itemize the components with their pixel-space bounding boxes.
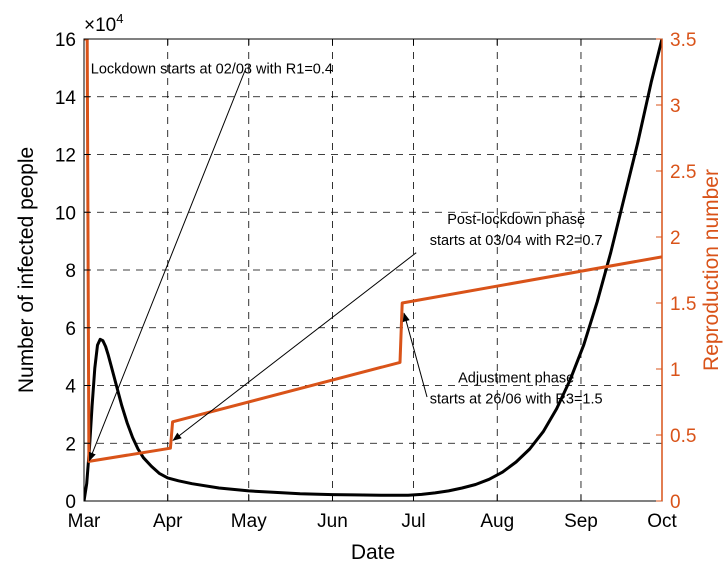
left-axis-multiplier: ×104 [84,11,123,36]
y-left-tick-label: 0 [65,492,76,513]
y-right-tick-label: 0 [670,492,681,513]
series-group [84,39,662,501]
axes: Mar Apr May Jun Jul Aug Sep Oct024681012141600.… [55,30,697,532]
x-axis-label: Date [351,541,395,564]
annotation-arrow [402,312,428,398]
multiplier-exponent: 4 [116,11,123,26]
x-tick-label: Apr [153,511,183,532]
y-left-tick-label: 12 [55,146,76,167]
annotation-text: Post-lockdown phase [447,212,585,228]
y-left-tick-label: 6 [65,319,76,340]
annotation-text: Adjustment phase [458,371,574,387]
y-left-tick-label: 10 [55,203,76,224]
y-right-tick-label: 0.5 [670,426,696,447]
annotation: Adjustment phase starts at 26/06 with R3=… [402,312,603,408]
x-tick-label: Aug [480,511,514,532]
grid [84,39,662,501]
annotation: Post-lockdown phase starts at 03/04 with … [172,212,603,441]
y-right-tick-label: 1.5 [670,294,696,315]
x-tick-label: Jul [401,511,425,532]
annotation-text: starts at 26/06 with R3=1.5 [430,392,603,408]
y-left-tick-label: 4 [65,377,76,398]
annotation-arrow [172,252,417,441]
y-right-tick-label: 2.5 [670,162,696,183]
x-tick-label: May [231,511,267,532]
annotation: Lockdown starts at 02/03 with R1=0.4 [88,62,333,462]
y-right-tick-label: 3.5 [670,30,696,51]
annotation-text: starts at 03/04 with R2=0.7 [430,233,603,249]
y-right-tick-label: 3 [670,96,681,117]
x-tick-label: Sep [564,511,598,532]
y-left-tick-label: 2 [65,434,76,455]
y-axis-left-label: Number of infected people [15,147,38,393]
x-tick-label: Jun [317,511,348,532]
multiplier-base: ×10 [84,15,116,36]
x-tick-label: Oct [647,511,677,532]
annotations: Lockdown starts at 02/03 with R1=0.4 Post… [88,62,603,462]
y-left-tick-label: 16 [55,30,76,51]
annotation-arrow [88,67,247,462]
y-axis-right-label: Reproduction number [700,169,723,371]
series-reproduction-line [84,39,662,463]
annotation-text: Lockdown starts at 02/03 with R1=0.4 [91,62,333,78]
y-left-tick-label: 14 [55,88,77,109]
y-right-tick-label: 1 [670,360,681,381]
series-infected-line [84,39,662,501]
y-left-tick-label: 8 [65,261,76,282]
y-right-tick-label: 2 [670,228,681,249]
x-tick-label: Mar [68,511,101,532]
